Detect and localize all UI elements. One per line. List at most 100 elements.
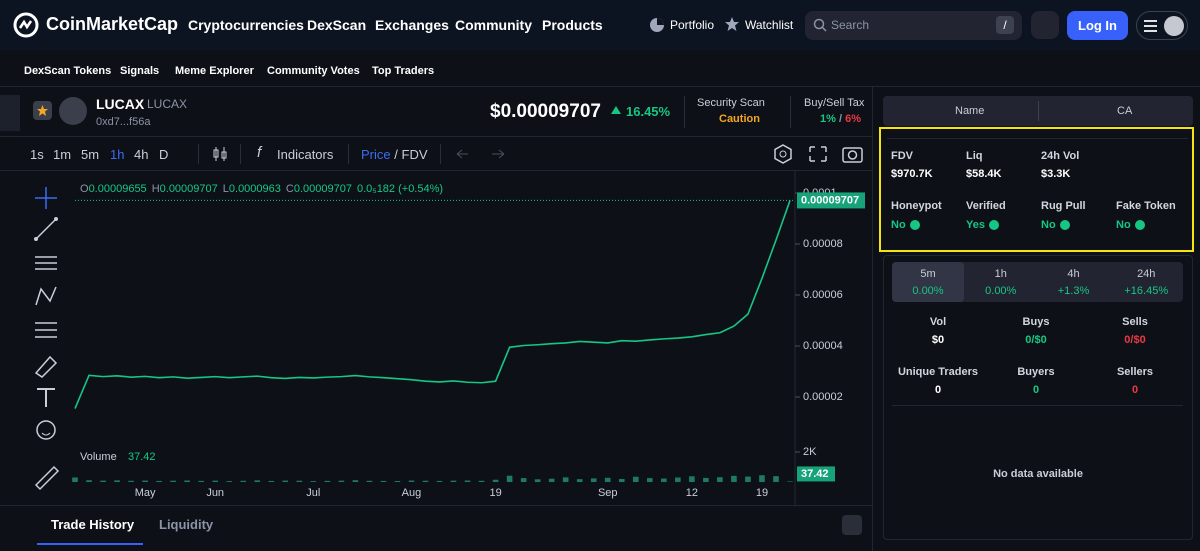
sub-nav-link[interactable]: Signals xyxy=(120,65,160,77)
volume-bar xyxy=(576,479,583,482)
period-label[interactable]: 1h xyxy=(994,268,1007,280)
volume-bar xyxy=(156,480,162,482)
interval-button[interactable]: 1s xyxy=(30,147,44,162)
volume-bar xyxy=(240,480,247,482)
search-tab[interactable]: CA xyxy=(1117,105,1133,117)
divider xyxy=(348,144,349,164)
interval-button[interactable]: 5m xyxy=(81,147,100,162)
candle-icon[interactable] xyxy=(211,145,229,163)
interval-button[interactable]: D xyxy=(159,147,169,162)
period-label[interactable]: 4h xyxy=(1067,268,1080,280)
period-value[interactable]: 0.00% xyxy=(985,285,1017,297)
interval-button[interactable]: 4h xyxy=(134,147,149,162)
sub-nav-link[interactable]: Meme Explorer xyxy=(175,65,254,77)
period-value[interactable]: 0.00% xyxy=(912,285,944,297)
security-status[interactable]: Caution xyxy=(719,113,760,125)
period-value[interactable]: +16.45% xyxy=(1124,285,1169,297)
sidebar-toggle[interactable] xyxy=(0,95,20,131)
nav-link[interactable]: Community xyxy=(455,17,532,33)
legend-key: O xyxy=(80,183,89,195)
period-value[interactable]: +1.3% xyxy=(1057,285,1090,297)
nav-link[interactable]: Products xyxy=(542,17,603,33)
stat-label: FDV xyxy=(891,150,913,162)
check-value: Yes xyxy=(966,219,985,231)
txns-value: $0 xyxy=(931,334,945,346)
undo-redo[interactable] xyxy=(454,146,514,162)
divider xyxy=(0,505,872,506)
interval-button[interactable]: 1h xyxy=(110,147,125,162)
volume-bar xyxy=(717,477,723,482)
divider xyxy=(0,86,1200,87)
price-fdv-toggle[interactable]: Price / FDV xyxy=(361,147,428,162)
volume-bar xyxy=(254,480,261,482)
settings-button[interactable] xyxy=(842,515,862,535)
x-tick-label: Aug xyxy=(402,487,422,499)
txns-value: 0/$0 xyxy=(1025,334,1047,346)
traders-value: 0 xyxy=(1131,384,1139,396)
drawing-tools[interactable] xyxy=(30,185,62,510)
indicators-button[interactable]: Indicators xyxy=(277,147,334,162)
period-label[interactable]: 24h xyxy=(1137,268,1156,280)
legend-value: 0.0000963 xyxy=(228,183,281,195)
divider xyxy=(440,144,441,164)
brand[interactable]: CoinMarketCap xyxy=(46,14,179,34)
sub-nav-link[interactable]: Top Traders xyxy=(372,65,435,77)
legend-value: 0.00009707 xyxy=(159,183,218,195)
volume-bar xyxy=(773,476,779,482)
tab[interactable]: Trade History xyxy=(51,517,135,532)
volume-bar xyxy=(492,479,499,482)
fdv-toggle[interactable]: FDV xyxy=(401,147,428,162)
divider xyxy=(198,144,199,164)
nav-link[interactable]: DexScan xyxy=(307,17,367,33)
volume-bar xyxy=(745,476,751,482)
volume-bar xyxy=(464,480,471,482)
x-tick-label: 19 xyxy=(756,487,768,499)
y-tick-label: 0.00004 xyxy=(803,340,843,352)
check-icon xyxy=(1135,220,1145,230)
volume-bar xyxy=(604,477,611,482)
txn-panel xyxy=(883,255,1193,540)
traders-value: 0 xyxy=(934,384,942,396)
x-tick-label: Sep xyxy=(598,487,618,499)
chart-actions[interactable] xyxy=(772,143,868,165)
volume-bar xyxy=(520,478,527,482)
app-button[interactable] xyxy=(1031,11,1059,39)
period-label[interactable]: 5m xyxy=(920,268,936,280)
volume-bar xyxy=(408,480,415,482)
volume-bar xyxy=(226,481,233,482)
stat-value: $58.4K xyxy=(966,168,1002,180)
portfolio-link[interactable]: Portfolio xyxy=(670,18,715,32)
x-tick-label: 12 xyxy=(686,487,698,499)
x-tick-label: May xyxy=(135,487,156,499)
y-tick-label: 0.00002 xyxy=(803,391,843,403)
menu-button[interactable] xyxy=(1136,11,1188,40)
legend-key: C xyxy=(285,183,294,195)
search-tab[interactable]: Name xyxy=(955,105,985,117)
volume-bar xyxy=(422,480,429,482)
tab[interactable]: Liquidity xyxy=(159,517,214,532)
token-address[interactable]: 0xd7...f56a xyxy=(96,116,151,128)
nav-link[interactable]: Exchanges xyxy=(375,17,449,33)
price-toggle[interactable]: Price xyxy=(361,147,391,162)
sub-nav-link[interactable]: DexScan Tokens xyxy=(24,65,112,77)
x-tick-label: 19 xyxy=(489,487,501,499)
volume-bar xyxy=(380,480,387,482)
menu-icon xyxy=(1144,16,1184,36)
token-symbol: LUCAX xyxy=(147,97,188,111)
volume-bar xyxy=(787,481,793,482)
login-button[interactable]: Log In xyxy=(1067,11,1128,40)
txns-label: Vol xyxy=(929,316,947,328)
interval-button[interactable]: 1m xyxy=(53,147,72,162)
search-box[interactable] xyxy=(805,11,1022,40)
legend-key: H xyxy=(151,183,160,195)
volume-bar xyxy=(212,480,218,482)
buy-tax: 1% xyxy=(820,113,836,125)
price-line xyxy=(74,200,791,409)
nav-link[interactable]: Cryptocurrencies xyxy=(188,17,304,33)
volume-value: 37.42 xyxy=(128,451,156,463)
traders-label: Unique Traders xyxy=(897,366,979,378)
watchlist-link[interactable]: Watchlist xyxy=(745,18,794,32)
volume-bar xyxy=(86,480,92,482)
check-label: Honeypot xyxy=(891,200,942,212)
sub-nav-link[interactable]: Community Votes xyxy=(267,65,360,77)
